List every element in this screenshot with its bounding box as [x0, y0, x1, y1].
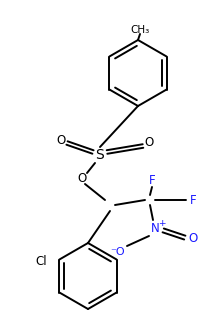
Text: O: O: [56, 133, 66, 147]
Text: Cl: Cl: [36, 255, 47, 268]
Text: CH₃: CH₃: [130, 25, 150, 35]
Text: O: O: [188, 232, 198, 244]
Text: O: O: [144, 136, 154, 150]
Text: F: F: [190, 194, 196, 207]
Text: F: F: [149, 174, 155, 187]
Text: O: O: [77, 172, 87, 184]
Text: N: N: [151, 221, 159, 235]
Text: +: +: [158, 218, 166, 228]
Text: S: S: [96, 148, 104, 162]
Text: ⁻O: ⁻O: [111, 247, 125, 257]
